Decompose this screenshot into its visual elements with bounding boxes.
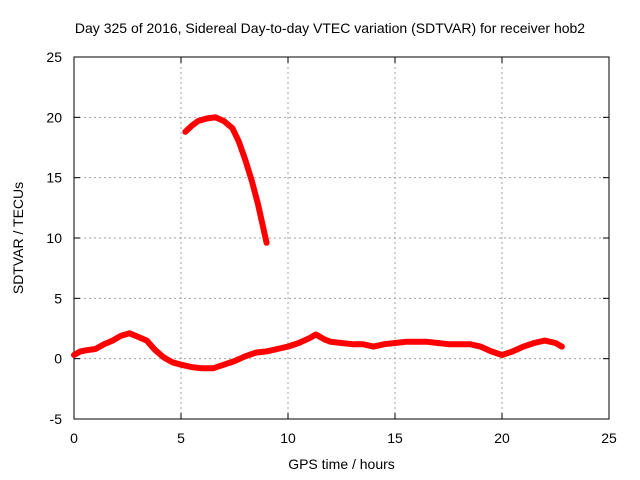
data-point <box>264 348 270 354</box>
y-axis-label: SDTVAR / TECUs <box>10 181 26 295</box>
data-point <box>144 338 150 344</box>
data-point <box>182 129 188 135</box>
data-point <box>488 348 494 354</box>
data-point <box>328 339 334 345</box>
data-point <box>242 353 248 359</box>
data-point <box>285 344 291 350</box>
data-point <box>204 116 210 121</box>
chart-title: Day 325 of 2016, Sidereal Day-to-day VTE… <box>74 20 586 36</box>
data-point <box>77 348 83 354</box>
x-tick-label: 5 <box>177 430 185 446</box>
data-point <box>403 339 409 345</box>
data-point <box>92 346 98 352</box>
data-point <box>542 338 548 344</box>
data-point <box>101 341 107 347</box>
data-point <box>259 221 265 226</box>
data-point <box>360 341 366 347</box>
data-point <box>349 341 355 347</box>
y-tick-label: 25 <box>46 49 62 65</box>
data-point <box>169 359 175 365</box>
data-point <box>255 201 261 207</box>
data-point <box>210 365 216 371</box>
x-axis-label: GPS time / hours <box>288 456 395 472</box>
y-tick-label: -5 <box>50 411 63 427</box>
data-point <box>199 365 205 371</box>
data-point <box>392 340 398 346</box>
data-point <box>435 340 441 346</box>
data-point <box>84 347 90 353</box>
data-point <box>195 118 201 124</box>
series-line <box>182 114 270 246</box>
data-point <box>478 344 484 350</box>
data-point <box>221 362 227 368</box>
data-point <box>531 340 537 346</box>
data-point <box>127 330 133 336</box>
data-point <box>446 341 451 347</box>
x-tick-label: 0 <box>70 430 78 446</box>
data-point <box>321 336 327 342</box>
x-tick-label: 25 <box>601 430 617 446</box>
data-point <box>118 333 124 339</box>
data-point <box>236 139 242 144</box>
data-point <box>71 352 77 358</box>
x-tick-label: 10 <box>280 430 296 446</box>
y-tick-label: 5 <box>54 290 62 306</box>
axis-ticks: 0 5 10 15 20 25 -5 0 5 10 15 20 25 <box>46 49 617 446</box>
data-point <box>413 339 419 345</box>
data-point <box>212 114 218 120</box>
data-point <box>339 340 344 346</box>
y-tick-label: 15 <box>46 170 62 186</box>
data-point <box>253 350 259 356</box>
data-point <box>313 332 319 337</box>
data-point <box>371 344 377 350</box>
data-point <box>264 240 270 246</box>
data-point <box>274 346 280 352</box>
data-point <box>296 340 302 346</box>
x-tick-label: 15 <box>387 430 403 446</box>
data-point <box>232 358 237 364</box>
data-point <box>229 125 235 131</box>
series-layer <box>71 114 565 372</box>
y-tick-label: 10 <box>46 230 62 246</box>
y-tick-label: 20 <box>46 109 62 125</box>
data-point <box>110 338 115 344</box>
data-point <box>189 123 195 129</box>
data-point <box>456 341 462 347</box>
data-point <box>152 347 158 353</box>
data-point <box>306 335 312 341</box>
data-point <box>381 341 387 347</box>
data-point <box>499 352 505 358</box>
x-tick-label: 20 <box>494 430 510 446</box>
data-point <box>559 344 565 350</box>
data-point <box>178 362 184 368</box>
data-point <box>553 340 558 346</box>
data-point <box>161 355 167 360</box>
data-point <box>242 157 248 163</box>
data-point <box>221 118 227 124</box>
y-tick-label: 0 <box>54 351 62 367</box>
data-point <box>249 177 255 183</box>
data-point <box>135 334 141 340</box>
data-point <box>467 341 473 347</box>
data-point <box>510 348 516 354</box>
data-point <box>424 339 430 345</box>
grid-lines <box>74 57 609 419</box>
data-point <box>189 364 195 370</box>
data-point <box>520 344 526 350</box>
